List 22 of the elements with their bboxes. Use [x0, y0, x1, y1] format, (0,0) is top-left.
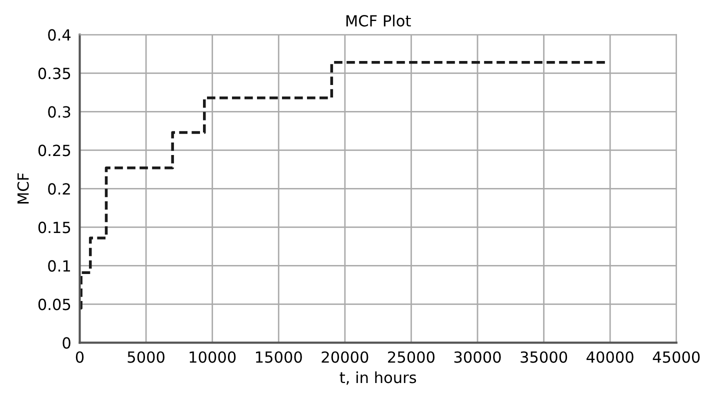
x-tick-label: 30000 — [454, 351, 501, 363]
chart-title: MCF Plot — [346, 14, 411, 27]
x-tick-label: 0 — [76, 351, 84, 363]
x-tick-label: 20000 — [322, 351, 368, 363]
y-tick-label: 0.15 — [38, 222, 70, 234]
y-tick-label: 0.1 — [48, 260, 70, 272]
x-tick-label: 15000 — [256, 351, 302, 363]
y-tick-label: 0.05 — [38, 298, 70, 310]
x-tick-label: 45000 — [652, 351, 700, 363]
y-tick-label: 0 — [62, 337, 70, 349]
x-tick-label: 5000 — [128, 351, 164, 363]
x-axis-title: t, in hours — [340, 371, 416, 385]
x-tick-label: 10000 — [190, 351, 236, 363]
y-tick-label: 0.2 — [48, 183, 70, 195]
x-tick-label: 40000 — [586, 351, 634, 363]
x-tick-label: 35000 — [520, 351, 568, 363]
y-tick-label: 0.35 — [38, 68, 70, 80]
y-tick-label: 0.4 — [48, 29, 71, 41]
y-tick-label: 0.25 — [38, 144, 70, 156]
y-tick-label: 0.3 — [48, 106, 70, 118]
y-axis-title: MCF — [17, 173, 29, 204]
x-tick-label: 25000 — [388, 351, 435, 363]
